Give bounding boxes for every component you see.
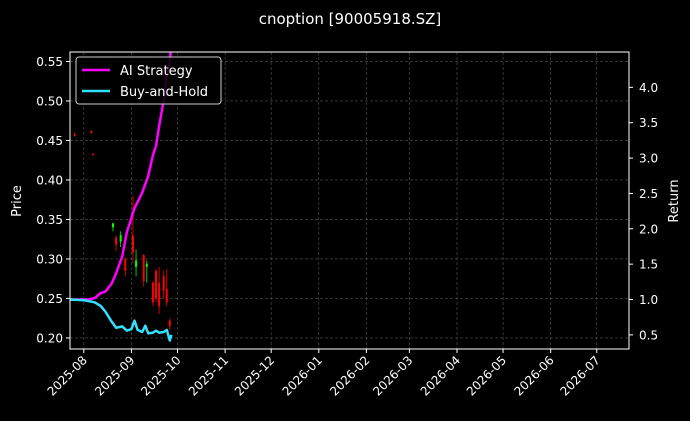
y-left-tick-label: 0.20 bbox=[36, 331, 63, 345]
y-right-tick-label: 2.0 bbox=[639, 222, 658, 236]
y-right-tick-label: 3.0 bbox=[639, 152, 658, 166]
candle-body bbox=[155, 270, 157, 299]
candle-body bbox=[90, 130, 93, 133]
candle-body bbox=[162, 276, 165, 291]
y-axis-left-label: Price bbox=[10, 185, 25, 217]
y-left-tick-label: 0.40 bbox=[36, 173, 63, 187]
candle-body bbox=[165, 288, 168, 303]
candle-body bbox=[145, 263, 148, 267]
candle-body bbox=[112, 223, 114, 228]
candle-body bbox=[151, 282, 154, 303]
candle-body bbox=[135, 260, 138, 267]
y-left-tick-label: 0.35 bbox=[36, 213, 63, 227]
plot-frame bbox=[69, 51, 630, 350]
legend-label-ai-strategy: AI Strategy bbox=[120, 64, 193, 79]
y-axis-left: 0.20 0.25 0.30 0.35 0.40 0.45 0.50 0.55 bbox=[36, 55, 70, 345]
candle-body bbox=[131, 235, 134, 253]
legend-label-buy-and-hold: Buy-and-Hold bbox=[120, 85, 208, 100]
y-axis-right-label: Return bbox=[667, 179, 682, 222]
candle-body bbox=[115, 237, 118, 245]
y-axis-right: 0.5 1.0 1.5 2.0 2.5 3.0 3.5 4.0 bbox=[629, 81, 658, 342]
y-left-tick-label: 0.30 bbox=[36, 252, 63, 266]
chart-title: cnoption [90005918.SZ] bbox=[259, 10, 442, 28]
candle-body bbox=[73, 134, 76, 136]
candle-body bbox=[168, 320, 171, 327]
y-right-tick-label: 3.5 bbox=[639, 116, 658, 130]
candle-body bbox=[119, 235, 122, 242]
candles bbox=[73, 130, 171, 331]
legend-box bbox=[75, 56, 222, 105]
legend: AI Strategy Buy-and-Hold bbox=[75, 56, 222, 105]
candle-body bbox=[158, 282, 161, 307]
y-left-tick-label: 0.50 bbox=[36, 94, 63, 108]
y-left-tick-label: 0.25 bbox=[36, 292, 63, 306]
series-line-buy-and-hold bbox=[70, 298, 173, 342]
y-left-tick-label: 0.55 bbox=[36, 55, 63, 69]
y-right-tick-label: 2.5 bbox=[639, 187, 658, 201]
y-right-tick-label: 4.0 bbox=[639, 81, 658, 95]
y-right-tick-label: 0.5 bbox=[639, 328, 658, 342]
candle-body bbox=[124, 258, 127, 271]
candle-body bbox=[142, 255, 145, 282]
y-right-tick-label: 1.5 bbox=[639, 258, 658, 272]
candle-body bbox=[92, 153, 95, 155]
y-right-tick-label: 1.0 bbox=[639, 293, 658, 307]
y-left-tick-label: 0.45 bbox=[36, 134, 63, 148]
